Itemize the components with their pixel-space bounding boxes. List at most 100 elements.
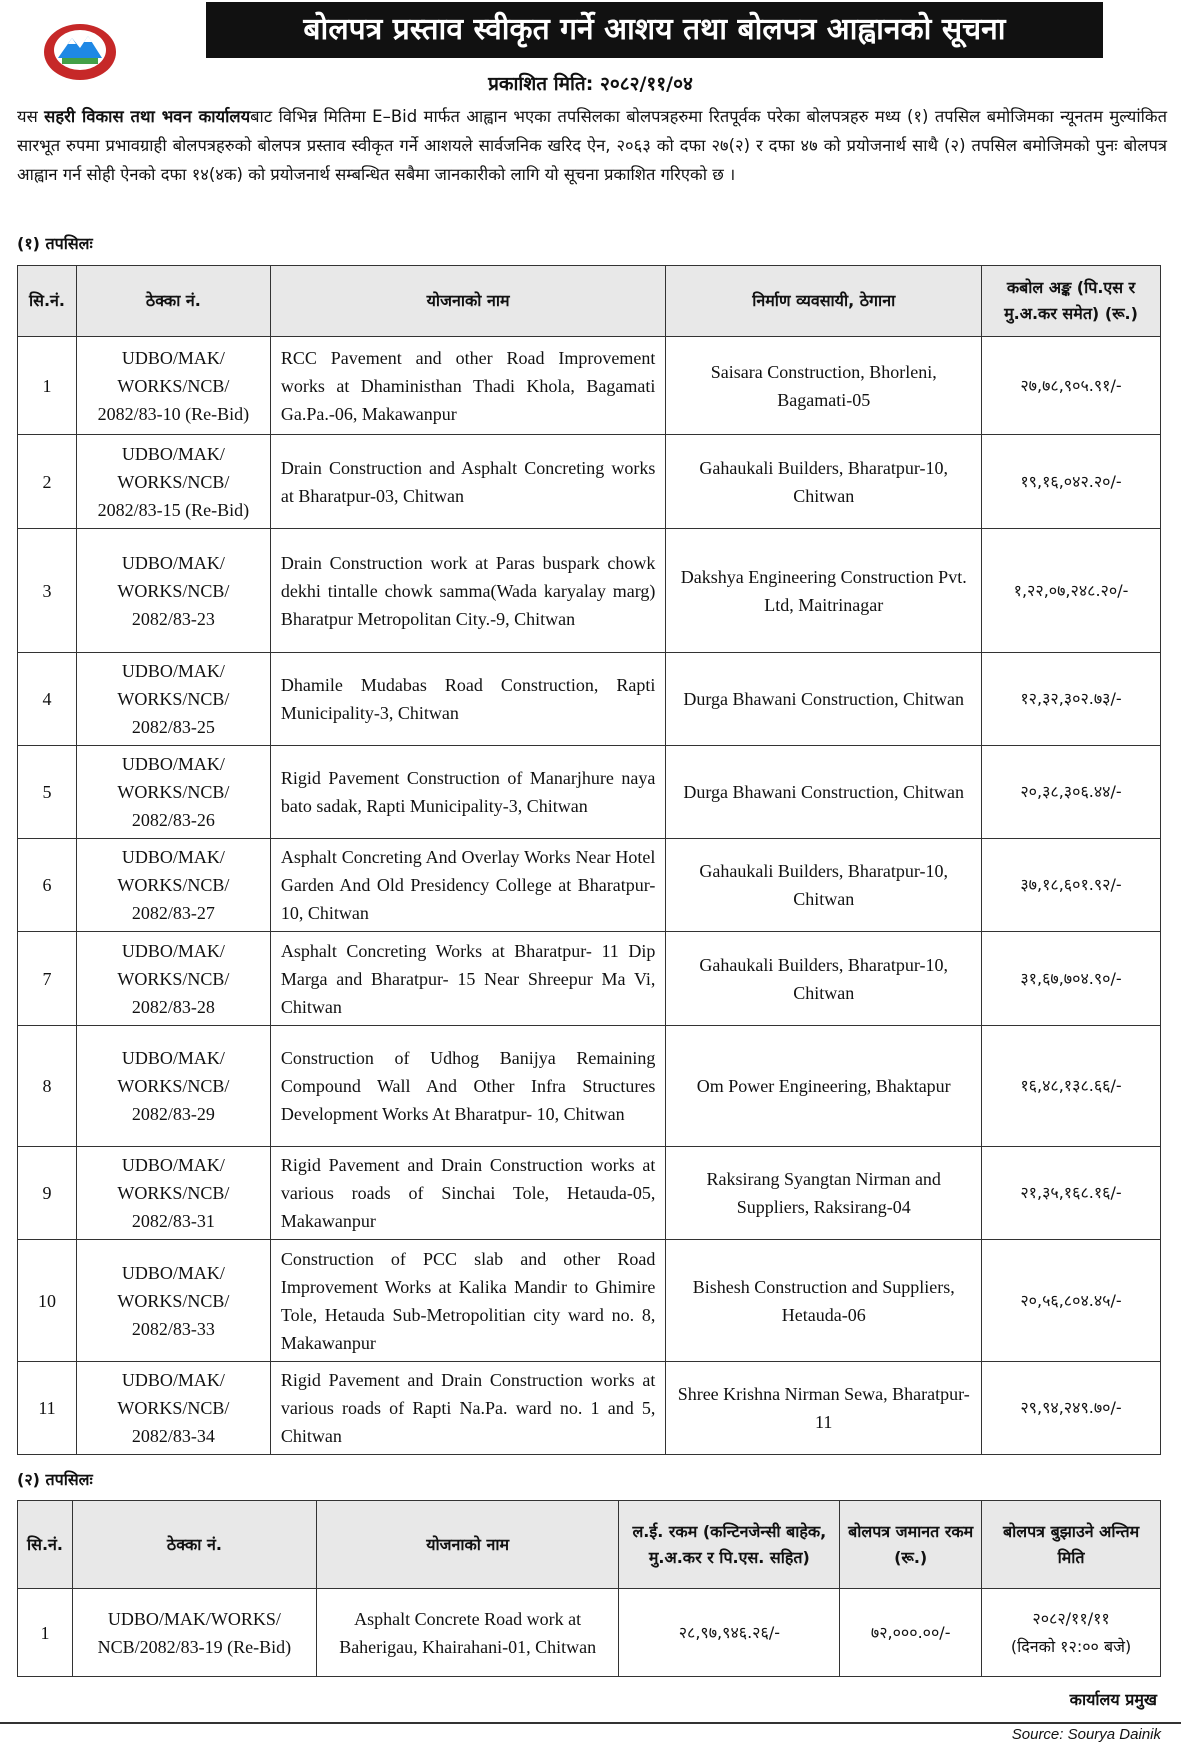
nepal-government-emblem bbox=[44, 24, 116, 80]
office-name: सहरी विकास तथा भवन कार्यालय bbox=[44, 107, 251, 126]
cell-contract: UDBO/MAK/ WORKS/NCB/ 2082/83-31 bbox=[75, 1146, 271, 1240]
table-row: 8 UDBO/MAK/ WORKS/NCB/ 2082/83-29 Construc… bbox=[17, 1025, 1161, 1147]
cell-project: RCC Pavement and other Road Improvement … bbox=[269, 336, 667, 435]
cell-sn: 2 bbox=[17, 434, 77, 529]
cell-amount: २१,३५,१६८.१६/- bbox=[981, 1146, 1161, 1240]
col-project: योजनाको नाम bbox=[315, 1500, 620, 1589]
cell-sn: 10 bbox=[17, 1239, 77, 1362]
section-2-label: (२) तपसिलः bbox=[17, 1470, 93, 1489]
source-bar: Source: Sourya Dainik bbox=[0, 1722, 1181, 1744]
table-header-row: सि.नं. ठेक्का नं. योजनाको नाम ल.ई. रकम (… bbox=[17, 1500, 1161, 1589]
cell-amount: ३७,१८,६०१.९२/- bbox=[981, 838, 1161, 932]
cell-contract: UDBO/MAK/ WORKS/NCB/ 2082/83-23 bbox=[75, 528, 271, 653]
table-header-row: सि.नं. ठेक्का नं. योजनाको नाम निर्माण व्… bbox=[17, 265, 1161, 337]
cell-contract: UDBO/MAK/ WORKS/NCB/ 2082/83-15 (Re-Bid) bbox=[75, 434, 271, 529]
cell-project: Drain Construction work at Paras buspark… bbox=[269, 528, 667, 653]
intro-paragraph: यस सहरी विकास तथा भवन कार्यालयबाट विभिन्… bbox=[17, 102, 1167, 189]
cell-contract: UDBO/MAK/ WORKS/NCB/ 2082/83-25 bbox=[75, 652, 271, 746]
rebid-table: सि.नं. ठेक्का नं. योजनाको नाम ल.ई. रकम (… bbox=[17, 1500, 1161, 1677]
cell-sn: 3 bbox=[17, 528, 77, 653]
cell-amount: २०,५६,८०४.४५/- bbox=[981, 1239, 1161, 1362]
notice-title: बोलपत्र प्रस्ताव स्वीकृत गर्ने आशय तथा ब… bbox=[206, 2, 1103, 58]
cell-deadline: २०८२/११/११ (दिनको १२:०० बजे) bbox=[981, 1588, 1161, 1677]
cell-contractor: Gahaukali Builders, Bharatpur-10, Chitwa… bbox=[665, 434, 983, 529]
cell-contract: UDBO/MAK/ WORKS/NCB/ 2082/83-10 (Re-Bid) bbox=[75, 336, 271, 435]
table-row: 5 UDBO/MAK/ WORKS/NCB/ 2082/83-26 Rigid Pa… bbox=[17, 745, 1161, 839]
table-row: 2 UDBO/MAK/ WORKS/NCB/ 2082/83-15 (Re-Bid… bbox=[17, 434, 1161, 529]
cell-amount: २७,७८,९०५.९१/- bbox=[981, 336, 1161, 435]
table-row: 10 UDBO/MAK/ WORKS/NCB/ 2082/83-33 Constru… bbox=[17, 1239, 1161, 1362]
cell-contractor: Saisara Construction, Bhorleni, Bagamati… bbox=[665, 336, 983, 435]
col-estimate: ल.ई. रकम (कन्टिनजेन्सी बाहेक, मु.अ.कर र … bbox=[618, 1500, 841, 1589]
cell-contract: UDBO/MAK/ WORKS/NCB/ 2082/83-28 bbox=[75, 931, 271, 1026]
cell-amount: १,२२,०७,२४८.२०/- bbox=[981, 528, 1161, 653]
cell-sn: 5 bbox=[17, 745, 77, 839]
table-row: 1 UDBO/MAK/WORKS/ NCB/2082/83-19 (Re-Bid… bbox=[17, 1588, 1161, 1677]
cell-contract: UDBO/MAK/ WORKS/NCB/ 2082/83-33 bbox=[75, 1239, 271, 1362]
published-date: प्रकाशित मिति: २०८२/११/०४ bbox=[488, 73, 693, 95]
cell-contract: UDBO/MAK/ WORKS/NCB/ 2082/83-26 bbox=[75, 745, 271, 839]
cell-sn: 6 bbox=[17, 838, 77, 932]
cell-contractor: Gahaukali Builders, Bharatpur-10, Chitwa… bbox=[665, 931, 983, 1026]
col-project: योजनाको नाम bbox=[269, 265, 667, 337]
cell-contractor: Durga Bhawani Construction, Chitwan bbox=[665, 652, 983, 746]
cell-sn: 8 bbox=[17, 1025, 77, 1147]
cell-contractor: Shree Krishna Nirman Sewa, Bharatpur-11 bbox=[665, 1361, 983, 1455]
col-contractor: निर्माण व्यवसायी, ठेगाना bbox=[665, 265, 983, 337]
cell-contractor: Raksirang Syangtan Nirman and Suppliers,… bbox=[665, 1146, 983, 1240]
intro-prefix: यस bbox=[17, 107, 45, 126]
cell-sn: 11 bbox=[17, 1361, 77, 1455]
cell-contractor: Om Power Engineering, Bhaktapur bbox=[665, 1025, 983, 1147]
deadline-date: २०८२/११/११ bbox=[1032, 1608, 1110, 1628]
cell-contract: UDBO/MAK/WORKS/ NCB/2082/83-19 (Re-Bid) bbox=[71, 1588, 317, 1677]
col-sn: सि.नं. bbox=[17, 265, 77, 337]
table-row: 9 UDBO/MAK/ WORKS/NCB/ 2082/83-31 Rigid Pa… bbox=[17, 1146, 1161, 1240]
col-amount: कबोल अङ्क (पि.एस र मु.अ.कर समेत) (रू.) bbox=[981, 265, 1161, 337]
cell-project: Drain Construction and Asphalt Concretin… bbox=[269, 434, 667, 529]
cell-sn: 1 bbox=[17, 336, 77, 435]
table-row: 1 UDBO/MAK/ WORKS/NCB/ 2082/83-10 (Re-Bid… bbox=[17, 336, 1161, 435]
cell-amount: १२,३२,३०२.७३/- bbox=[981, 652, 1161, 746]
cell-contractor: Dakshya Engineering Construction Pvt. Lt… bbox=[665, 528, 983, 653]
signatory: कार्यालय प्रमुख bbox=[1069, 1690, 1157, 1709]
source-credit: Source: Sourya Dainik bbox=[1011, 1726, 1161, 1743]
cell-project: Construction of Udhog Banijya Remaining … bbox=[269, 1025, 667, 1147]
intro-body: बाट विभिन्न मितिमा E–Bid मार्फत आह्वान भ… bbox=[17, 107, 1167, 184]
cell-project: Asphalt Concrete Road work at Baherigau,… bbox=[315, 1588, 620, 1677]
cell-contractor: Bishesh Construction and Suppliers, Heta… bbox=[665, 1239, 983, 1362]
cell-amount: २९,९४,२४९.७०/- bbox=[981, 1361, 1161, 1455]
cell-contract: UDBO/MAK/ WORKS/NCB/ 2082/83-34 bbox=[75, 1361, 271, 1455]
col-contract: ठेक्का नं. bbox=[75, 265, 271, 337]
cell-amount: २०,३८,३०६.४४/- bbox=[981, 745, 1161, 839]
cell-project: Rigid Pavement and Drain Construction wo… bbox=[269, 1361, 667, 1455]
table-row: 6 UDBO/MAK/ WORKS/NCB/ 2082/83-27 Asphalt … bbox=[17, 838, 1161, 932]
cell-project: Asphalt Concreting And Overlay Works Nea… bbox=[269, 838, 667, 932]
cell-project: Rigid Pavement and Drain Construction wo… bbox=[269, 1146, 667, 1240]
cell-project: Rigid Pavement Construction of Manarjhur… bbox=[269, 745, 667, 839]
deadline-time: (दिनको १२:०० बजे) bbox=[1010, 1636, 1132, 1656]
awarded-bids-table: सि.नं. ठेक्का नं. योजनाको नाम निर्माण व्… bbox=[17, 265, 1161, 1455]
col-sn: सि.नं. bbox=[17, 1500, 73, 1589]
cell-sn: 4 bbox=[17, 652, 77, 746]
cell-sn: 1 bbox=[17, 1588, 73, 1677]
cell-security: ७२,०००.००/- bbox=[839, 1588, 983, 1677]
table-row: 3 UDBO/MAK/ WORKS/NCB/ 2082/83-23 Drain Co… bbox=[17, 528, 1161, 653]
cell-contractor: Gahaukali Builders, Bharatpur-10, Chitwa… bbox=[665, 838, 983, 932]
cell-contract: UDBO/MAK/ WORKS/NCB/ 2082/83-29 bbox=[75, 1025, 271, 1147]
cell-amount: १९,१६,०४२.२०/- bbox=[981, 434, 1161, 529]
cell-amount: ३१,६७,७०४.९०/- bbox=[981, 931, 1161, 1026]
table-row: 11 UDBO/MAK/ WORKS/NCB/ 2082/83-34 Rigid P… bbox=[17, 1361, 1161, 1455]
cell-estimate: २८,९७,९४६.२६/- bbox=[618, 1588, 841, 1677]
section-1-label: (१) तपसिलः bbox=[17, 234, 93, 253]
cell-sn: 9 bbox=[17, 1146, 77, 1240]
table-row: 7 UDBO/MAK/ WORKS/NCB/ 2082/83-28 Asphalt … bbox=[17, 931, 1161, 1026]
cell-project: Asphalt Concreting Works at Bharatpur- 1… bbox=[269, 931, 667, 1026]
cell-amount: १६,४८,१३८.६६/- bbox=[981, 1025, 1161, 1147]
table-row: 4 UDBO/MAK/ WORKS/NCB/ 2082/83-25 Dhamile … bbox=[17, 652, 1161, 746]
cell-contract: UDBO/MAK/ WORKS/NCB/ 2082/83-27 bbox=[75, 838, 271, 932]
col-security: बोलपत्र जमानत रकम (रू.) bbox=[839, 1500, 983, 1589]
cell-contractor: Durga Bhawani Construction, Chitwan bbox=[665, 745, 983, 839]
cell-project: Construction of PCC slab and other Road … bbox=[269, 1239, 667, 1362]
cell-sn: 7 bbox=[17, 931, 77, 1026]
col-deadline: बोलपत्र बुझाउने अन्तिम मिति bbox=[981, 1500, 1161, 1589]
